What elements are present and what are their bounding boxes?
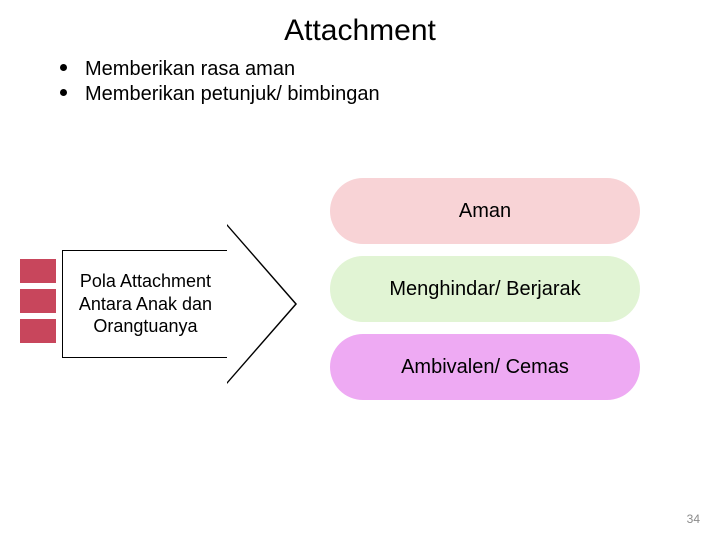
- pill-label: Aman: [459, 200, 511, 223]
- bullet-list: Memberikan rasa aman Memberikan petunjuk…: [60, 58, 380, 108]
- pill-label: Menghindar/ Berjarak: [389, 278, 580, 301]
- bullet-item: Memberikan rasa aman: [60, 58, 380, 81]
- category-pills: Aman Menghindar/ Berjarak Ambivalen/ Cem…: [330, 178, 640, 412]
- bullet-text: Memberikan rasa aman: [85, 58, 295, 81]
- stripe: [20, 319, 56, 343]
- arrow-head-fill: [227, 226, 295, 382]
- pill-menghindar: Menghindar/ Berjarak: [330, 256, 640, 322]
- page-number: 34: [687, 512, 700, 526]
- arrow-shape: Pola Attachment Antara Anak dan Orangtua…: [62, 250, 228, 358]
- arrow-stripes: [20, 259, 56, 349]
- stripe: [20, 289, 56, 313]
- bullet-item: Memberikan petunjuk/ bimbingan: [60, 83, 380, 106]
- stripe: [20, 259, 56, 283]
- pill-aman: Aman: [330, 178, 640, 244]
- bullet-text: Memberikan petunjuk/ bimbingan: [85, 83, 380, 106]
- pill-label: Ambivalen/ Cemas: [401, 356, 569, 379]
- bullet-dot-icon: [60, 89, 67, 96]
- arrow-diagram: Pola Attachment Antara Anak dan Orangtua…: [20, 250, 228, 358]
- slide-title: Attachment: [0, 14, 720, 48]
- bullet-dot-icon: [60, 64, 67, 71]
- arrow-label: Pola Attachment Antara Anak dan Orangtua…: [62, 250, 228, 358]
- pill-ambivalen: Ambivalen/ Cemas: [330, 334, 640, 400]
